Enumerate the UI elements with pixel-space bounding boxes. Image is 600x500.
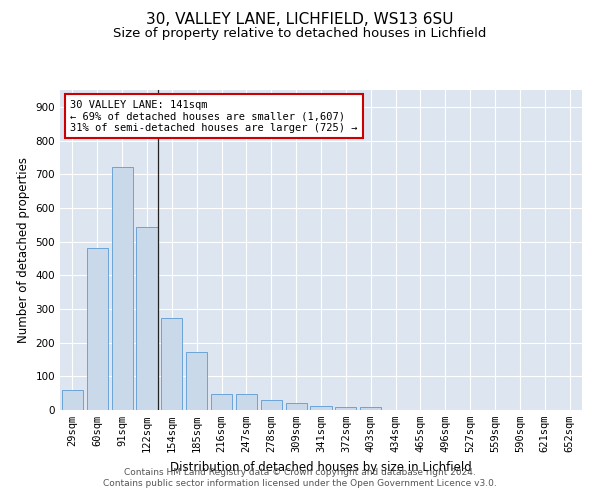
Bar [261, 400, 282, 410]
Bar [286, 404, 307, 410]
Text: Size of property relative to detached houses in Lichfield: Size of property relative to detached ho… [113, 28, 487, 40]
Bar [62, 390, 83, 410]
Text: Contains HM Land Registry data © Crown copyright and database right 2024.
Contai: Contains HM Land Registry data © Crown c… [103, 468, 497, 487]
Y-axis label: Number of detached properties: Number of detached properties [17, 157, 30, 343]
X-axis label: Distribution of detached houses by size in Lichfield: Distribution of detached houses by size … [170, 460, 472, 473]
Bar [161, 318, 182, 410]
Bar [87, 248, 108, 410]
Text: 30, VALLEY LANE, LICHFIELD, WS13 6SU: 30, VALLEY LANE, LICHFIELD, WS13 6SU [146, 12, 454, 28]
Bar [310, 406, 332, 410]
Bar [211, 394, 232, 410]
Bar [186, 352, 207, 410]
Bar [112, 168, 133, 410]
Bar [335, 408, 356, 410]
Bar [360, 408, 381, 410]
Bar [236, 394, 257, 410]
Bar [136, 227, 158, 410]
Text: 30 VALLEY LANE: 141sqm
← 69% of detached houses are smaller (1,607)
31% of semi-: 30 VALLEY LANE: 141sqm ← 69% of detached… [70, 100, 358, 133]
